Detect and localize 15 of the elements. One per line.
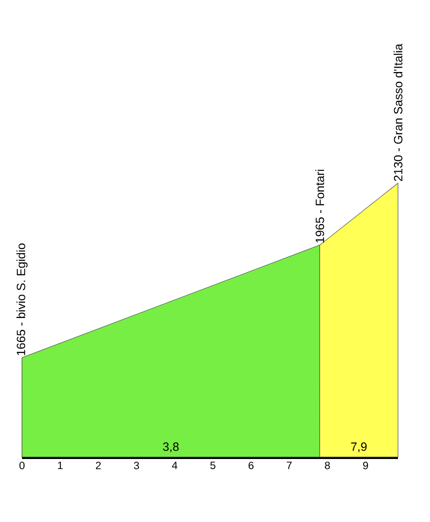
- x-tick-label: 4: [172, 462, 178, 470]
- data-label: 2130 - Gran Sasso d'Italia: [394, 44, 402, 181]
- x-tick-label: 2: [96, 462, 101, 470]
- x-tick-label: 6: [248, 462, 254, 470]
- annotation: 7,9: [351, 442, 367, 452]
- x-tick-label: 9: [363, 462, 368, 470]
- x-tick-label: 1: [58, 462, 63, 470]
- data-label: 1665 - bivio S. Egidio: [16, 244, 28, 356]
- data-label: 1965 - Fontari: [315, 170, 324, 243]
- x-tick-label: 7: [286, 462, 292, 470]
- x-tick-label: 5: [210, 462, 216, 470]
- annotation: 3,8: [163, 442, 179, 452]
- x-tick-label: 0: [19, 462, 25, 470]
- x-tick-label: 8: [324, 462, 330, 470]
- x-tick-label: 3: [134, 462, 139, 470]
